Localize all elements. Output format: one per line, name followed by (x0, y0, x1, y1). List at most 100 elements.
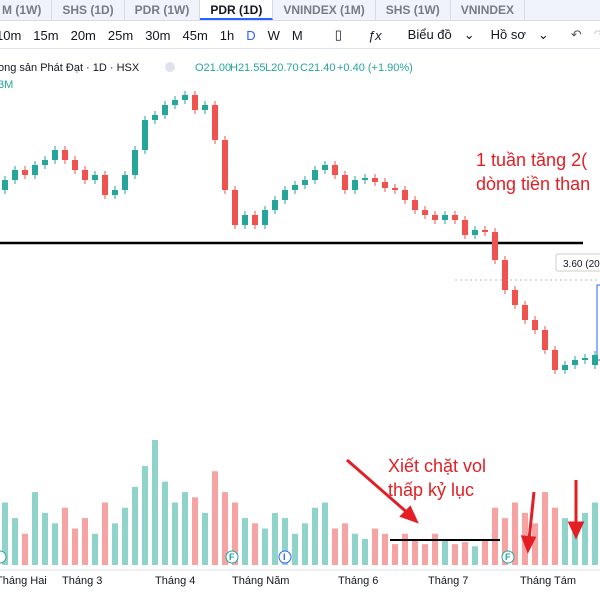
event-marker[interactable] (501, 550, 515, 564)
volume-bar (52, 523, 58, 565)
volume-bar (272, 512, 278, 565)
candle-body (362, 178, 368, 180)
volume-bar (122, 507, 128, 565)
undo[interactable]: ↶ (570, 27, 582, 42)
interval[interactable]: W (267, 27, 280, 43)
candle-body (2, 180, 8, 190)
volume-bar (232, 502, 238, 565)
event-marker-label: F (505, 552, 511, 562)
annotation: dòng tiền than (476, 174, 590, 194)
volume-legend: 3M (0, 79, 13, 91)
tab[interactable]: VNINDEX (451, 0, 526, 20)
tab-active[interactable]: PDR (1D) (200, 0, 274, 20)
legend-toggle[interactable] (165, 62, 175, 72)
candle-icon[interactable]: ▯ (334, 27, 342, 42)
month-label: Tháng Năm (232, 575, 289, 587)
volume-bar (42, 512, 48, 565)
event-marker[interactable] (225, 550, 239, 564)
tab[interactable]: SHS (1D) (52, 0, 125, 20)
candle-body (452, 215, 458, 220)
arrow (346, 458, 411, 517)
candle-body (162, 105, 168, 115)
candle-body (352, 180, 358, 190)
interval[interactable]: 20m (70, 27, 96, 43)
volume-bar (442, 538, 448, 565)
volume-bar (332, 528, 338, 565)
redo[interactable]: ↷ (593, 27, 600, 42)
candle-body (262, 210, 268, 225)
volume-bar (452, 544, 458, 565)
candle-body (22, 170, 28, 175)
candle-body (342, 175, 348, 190)
candle-body (202, 105, 208, 110)
ohlc-open: O21.00 (195, 62, 231, 74)
volume-bar (142, 466, 148, 565)
candle-body (492, 232, 498, 260)
arrow-head (520, 535, 537, 554)
interval[interactable]: 30m (145, 27, 171, 43)
candle-body (422, 210, 428, 215)
volume-bar (472, 546, 478, 565)
ohlc-high: H21.55 (230, 62, 265, 74)
event-marker[interactable] (0, 550, 7, 564)
profile-menu-label: Hồ sơ (490, 27, 526, 42)
month-label: Tháng 6 (338, 575, 378, 587)
interval[interactable]: 1h (219, 27, 235, 43)
candle-body (122, 175, 128, 190)
event-marker-label: I (283, 552, 286, 562)
candle-body (512, 290, 518, 305)
volume-bar (492, 507, 498, 565)
candle-body (502, 260, 508, 290)
chart-menu[interactable]: Biểu đồ ⌄ (407, 27, 475, 42)
candle-body (592, 355, 598, 365)
candle-body (192, 95, 198, 110)
candle-body (552, 350, 558, 370)
candle-body (182, 95, 188, 100)
candle-body (82, 170, 88, 180)
event-marker-label: F (229, 552, 235, 562)
price-label: 3.60 (20 (563, 259, 600, 270)
indicator-icon[interactable]: ƒx (367, 27, 382, 43)
interval[interactable]: 45m (182, 27, 208, 43)
tab[interactable]: VNINDEX (1M) (273, 0, 376, 20)
volume-bar (502, 518, 508, 565)
volume-bar (262, 528, 268, 565)
annotation: Xiết chặt vol (388, 456, 486, 476)
interval[interactable]: M (291, 27, 303, 43)
interval[interactable]: 15m (33, 27, 59, 43)
arrow-head (567, 521, 585, 540)
interval[interactable]: 25m (107, 27, 134, 43)
volume-bar (12, 518, 18, 565)
event-marker[interactable] (278, 550, 292, 564)
volume-bar (402, 533, 408, 565)
volume-bar (192, 497, 198, 565)
candle-body (482, 230, 488, 232)
volume-bar (112, 523, 118, 565)
candle-body (542, 330, 548, 350)
volume-bar (212, 471, 218, 565)
candle-body (222, 140, 228, 190)
interval[interactable]: 10m (0, 27, 22, 43)
candle-body (292, 185, 298, 190)
candle-body (62, 150, 68, 160)
selection-box (596, 284, 600, 361)
volume-bar (322, 502, 328, 565)
volume-bar (512, 502, 518, 565)
profile-menu[interactable]: Hồ sơ ⌄ (490, 27, 549, 42)
volume-bar (72, 528, 78, 565)
volume-bar (482, 538, 488, 565)
ohlc-change: +0.40 (+1.90%) (337, 62, 413, 74)
volume-bar (82, 518, 88, 565)
volume-bar (382, 533, 388, 565)
interval-active[interactable]: D (246, 27, 256, 43)
annotation: thấp kỷ lục (388, 480, 474, 500)
volume-bar (312, 507, 318, 565)
volume-bar (162, 481, 168, 565)
chart-menu-label: Biểu đồ (407, 27, 452, 42)
candle-body (322, 165, 328, 170)
tab[interactable]: SHS (1W) (376, 0, 451, 20)
tab[interactable]: M (1W) (0, 0, 53, 20)
tab[interactable]: PDR (1W) (125, 0, 201, 20)
candle-body (462, 220, 468, 235)
